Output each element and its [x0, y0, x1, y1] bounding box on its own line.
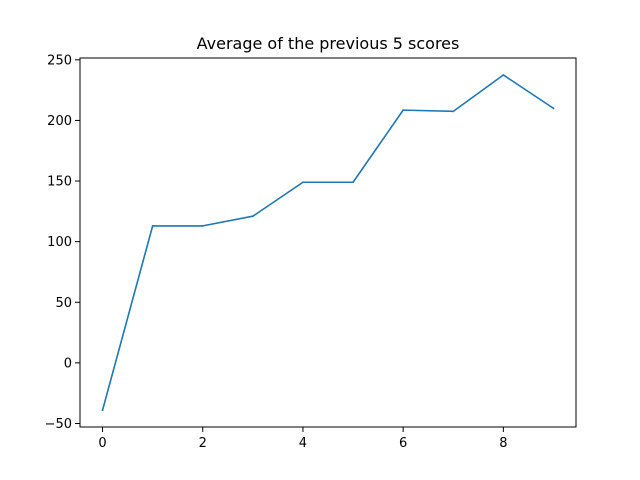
series-layer [101, 74, 555, 412]
y-axis: −50 0 50 100 150 200 250 [45, 53, 80, 432]
data-point-0-8 [502, 74, 505, 76]
plot-frame [79, 57, 577, 428]
data-point-0-1 [151, 224, 154, 227]
y-tick-label-6: 250 [47, 53, 72, 68]
x-tick-label-3: 6 [399, 436, 407, 451]
data-point-0-5 [352, 181, 354, 184]
y-tick-label-2: 50 [55, 296, 72, 311]
y-tick-label-1: 0 [64, 356, 72, 371]
data-point-0-4 [302, 181, 304, 184]
x-tick-label-1: 2 [199, 436, 207, 451]
y-tick-label-3: 100 [47, 235, 72, 250]
series-line-0 [101, 74, 555, 412]
data-point-0-0 [101, 409, 104, 412]
x-tick-label-2: 4 [299, 436, 307, 451]
x-tick-label-0: 0 [98, 436, 106, 451]
x-axis: 0 2 4 6 8 [98, 427, 507, 451]
x-tick-label-4: 8 [499, 436, 507, 451]
y-tick-label-4: 150 [47, 175, 72, 190]
chart-title: Average of the previous 5 scores [197, 34, 460, 53]
data-point-0-7 [452, 110, 455, 113]
data-point-0-2 [201, 224, 204, 227]
y-tick-label-5: 200 [47, 114, 72, 129]
data-point-0-6 [402, 109, 405, 112]
data-point-0-3 [251, 215, 254, 218]
data-point-0-9 [552, 107, 555, 110]
y-tick-label-0: −50 [45, 417, 72, 432]
